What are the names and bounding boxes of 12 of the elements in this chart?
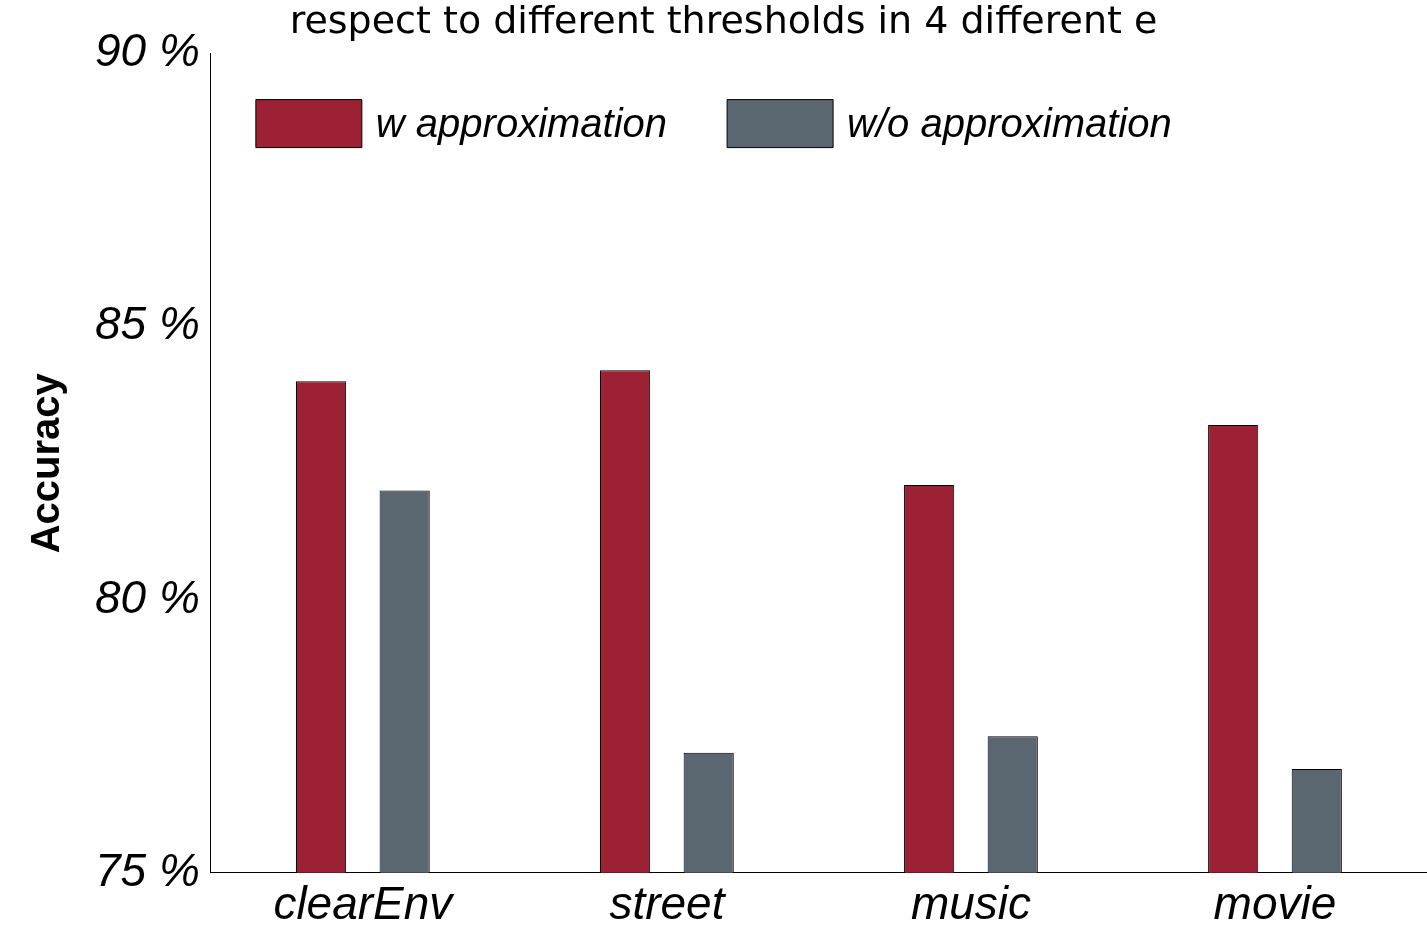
y-axis-title: Accuracy	[23, 372, 68, 554]
y-tick-label: 75 %	[94, 843, 200, 896]
legend-label: w/o approximation	[847, 100, 1172, 145]
chart-title: respect to different thresholds in 4 different e	[289, 0, 1158, 42]
y-tick-label: 90 %	[94, 24, 200, 77]
legend-label: w approximation	[375, 100, 668, 145]
y-tick-label: 80 %	[94, 570, 200, 623]
y-tick-label: 85 %	[94, 297, 200, 350]
x-tick-label: music	[910, 877, 1032, 930]
x-tick-label: clearEnv	[273, 877, 456, 930]
x-tick-label: street	[609, 877, 727, 930]
x-tick-label: movie	[1213, 877, 1337, 930]
